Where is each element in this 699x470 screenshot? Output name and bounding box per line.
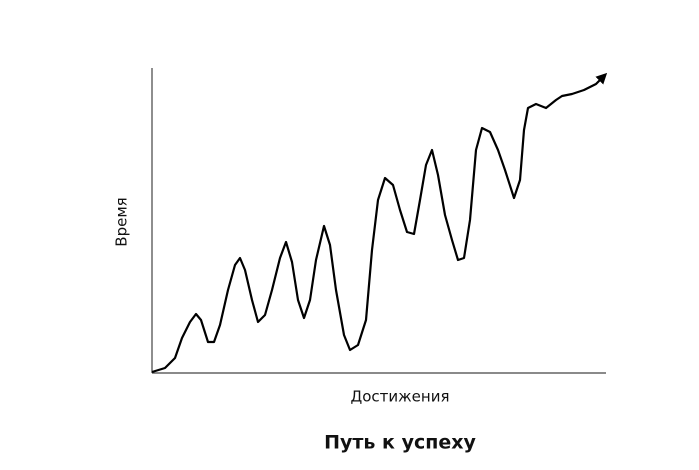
success-path-curve	[151, 72, 608, 374]
diagram-title: Путь к успеху	[324, 432, 476, 454]
y-axis-label: Время	[113, 197, 131, 246]
x-axis-label: Достижения	[351, 388, 450, 406]
